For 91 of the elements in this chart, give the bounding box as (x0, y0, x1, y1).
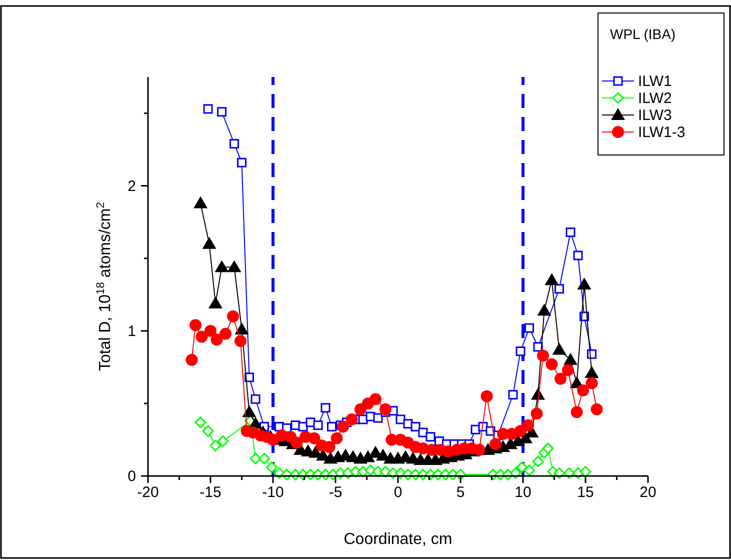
point (508, 390, 518, 400)
point (258, 452, 270, 464)
point (570, 406, 583, 418)
legend-label: ILW1-3 (638, 124, 686, 141)
point (537, 304, 552, 316)
point (516, 346, 526, 356)
point (190, 319, 202, 332)
point (237, 158, 246, 168)
point (313, 420, 323, 430)
point (524, 464, 535, 476)
point (566, 227, 576, 237)
point (250, 452, 262, 464)
point (220, 328, 232, 340)
point (234, 335, 246, 348)
point (546, 358, 558, 370)
point (204, 324, 216, 337)
x-tick-label: -20 (137, 484, 159, 501)
x-tick-label: 5 (456, 484, 465, 501)
point (242, 405, 256, 418)
point (564, 352, 578, 365)
point (194, 416, 206, 428)
point (346, 413, 358, 426)
point (577, 277, 592, 290)
legend-title: WPL (IBA) (610, 26, 676, 42)
point (337, 420, 349, 433)
x-tick-label: 15 (577, 484, 594, 501)
point (266, 462, 278, 474)
point (480, 390, 493, 402)
point (554, 372, 566, 385)
x-tick-label: 0 (394, 484, 402, 501)
point (227, 260, 242, 272)
point (196, 330, 208, 343)
point (217, 107, 226, 117)
point (516, 462, 528, 474)
point (290, 436, 303, 449)
point (194, 196, 208, 208)
point (230, 138, 239, 148)
point (323, 440, 336, 453)
x-tick-label: 20 (640, 484, 656, 501)
point (418, 428, 428, 438)
point (577, 384, 589, 396)
point (586, 377, 598, 390)
point (530, 408, 543, 420)
x-tick-label: -10 (262, 484, 284, 501)
point (396, 414, 406, 424)
point (562, 364, 574, 376)
point (532, 456, 544, 468)
point (308, 432, 320, 444)
point (410, 422, 420, 432)
point (234, 322, 249, 334)
x-axis-title: Coordinate, cm (344, 531, 452, 548)
point (380, 403, 392, 416)
point (524, 323, 534, 333)
point (590, 403, 603, 416)
y-tick-label: 2 (128, 178, 136, 195)
point (554, 284, 564, 294)
point (202, 236, 216, 249)
point (542, 442, 554, 454)
point (426, 432, 436, 442)
point (214, 260, 229, 272)
legend-label: ILW2 (638, 90, 672, 107)
point (202, 425, 214, 437)
legend-label: ILW1 (638, 73, 672, 90)
y-tick-label: 0 (128, 468, 136, 485)
point (217, 435, 229, 447)
point (267, 434, 279, 446)
point (210, 334, 223, 346)
point (544, 273, 559, 286)
point (186, 354, 198, 366)
point (573, 250, 583, 260)
point (330, 432, 343, 444)
point (250, 394, 260, 404)
point (320, 403, 330, 413)
point (373, 413, 383, 423)
x-tick-label: -15 (200, 484, 222, 501)
point (227, 310, 239, 322)
point (490, 438, 502, 450)
point (327, 422, 336, 432)
y-tick-label: 1 (128, 322, 136, 340)
point (203, 104, 213, 114)
x-tick-label: -5 (328, 484, 342, 501)
legend-label: ILW3 (638, 107, 672, 124)
point (537, 350, 549, 362)
point (208, 296, 222, 308)
point (580, 466, 592, 478)
point (522, 419, 534, 432)
x-tick-label: 10 (514, 484, 532, 501)
point (370, 393, 382, 406)
point (584, 366, 599, 378)
point (552, 342, 566, 355)
point (210, 440, 222, 452)
